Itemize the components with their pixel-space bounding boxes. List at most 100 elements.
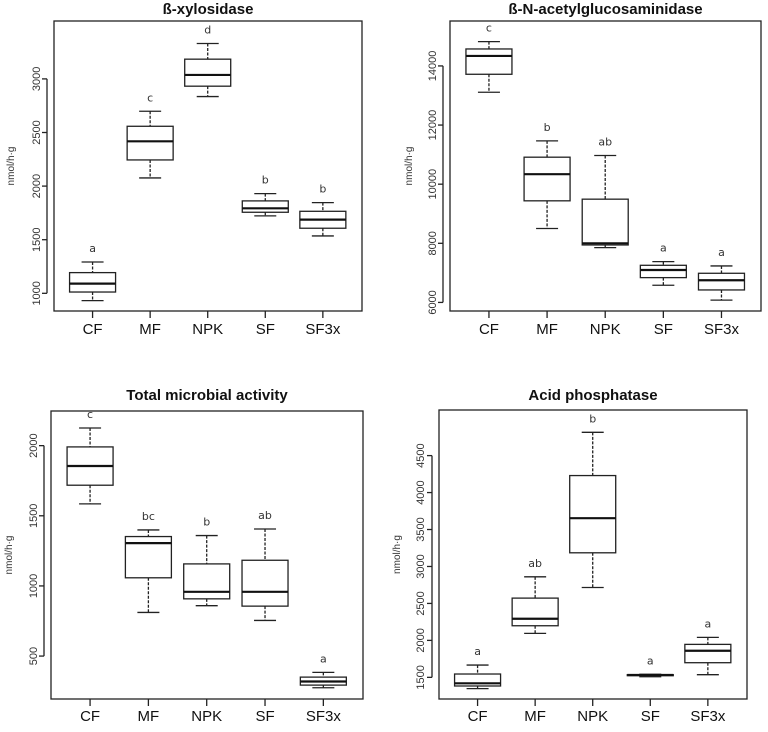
y-tick-label: 2000 [31, 174, 43, 198]
y-tick-label: 10000 [427, 169, 439, 200]
y-tick-label: 500 [28, 647, 40, 665]
iqr-box [241, 200, 289, 213]
box-SF3x: a [299, 652, 347, 689]
y-tick-label: 2000 [415, 628, 427, 652]
y-tick-label: 4000 [415, 480, 427, 504]
y-tick-label: 2500 [415, 591, 427, 615]
iqr-box [697, 272, 746, 291]
box-MF: bc [124, 510, 173, 614]
x-tick-label: CF [479, 321, 499, 338]
panel-title: ß-N-acetylglucosaminidase [508, 1, 702, 18]
iqr-box [184, 58, 232, 87]
panel-2: ß-N-acetylglucosaminidase 6000 8000 10000 12… [404, 1, 762, 338]
iqr-box [569, 474, 617, 554]
panel-title: ß-xylosidase [163, 1, 254, 18]
box-SF: a [639, 242, 687, 286]
y-tick-label: 3500 [415, 517, 427, 541]
box-CF: a [68, 242, 117, 302]
panel-3: Total microbial activity 500 1000 1500 2000 n… [4, 387, 364, 725]
box-SF3x: b [299, 183, 347, 237]
y-tick-label: 8000 [427, 231, 439, 255]
significance-letter: ab [258, 509, 272, 522]
y-tick-label: 1500 [28, 504, 40, 528]
x-tick-label: CF [80, 708, 100, 725]
significance-letter: a [718, 246, 725, 259]
iqr-box [241, 559, 289, 607]
y-axis-label: nmol/h·g [6, 147, 17, 186]
significance-letter: b [544, 121, 551, 134]
y-tick-label: 1000 [28, 574, 40, 598]
box-SF: ab [241, 509, 289, 622]
significance-letter: c [486, 22, 492, 35]
iqr-box [453, 673, 502, 687]
panel-title: Total microbial activity [126, 387, 288, 404]
x-tick-label: MF [139, 321, 161, 338]
box-NPK: b [569, 412, 617, 589]
x-tick-label: NPK [590, 321, 621, 338]
iqr-box [183, 563, 231, 600]
box-NPK: d [184, 24, 232, 98]
y-tick-label: 4500 [415, 443, 427, 467]
x-tick-label: SF3x [306, 708, 342, 725]
significance-letter: b [203, 516, 210, 529]
x-tick-label: NPK [192, 321, 223, 338]
y-tick-label: 1500 [415, 665, 427, 689]
iqr-box [465, 48, 513, 75]
y-tick-label: 1000 [31, 281, 43, 305]
iqr-box [511, 597, 559, 627]
x-tick-label: SF3x [305, 321, 341, 338]
box-SF3x: a [684, 617, 732, 676]
significance-letter: ab [528, 557, 542, 570]
panel-1: ß-xylosidase 1000 1500 2000 2500 3000 nmol/h·g… [6, 1, 363, 338]
x-tick-label: MF [138, 708, 160, 725]
significance-letter: a [89, 242, 96, 255]
y-tick-label: 3000 [31, 67, 43, 91]
significance-letter: b [262, 174, 269, 187]
x-tick-label: SF [641, 708, 660, 725]
box-CF: a [453, 645, 502, 690]
panel-title: Acid phosphatase [528, 387, 657, 404]
box-MF: b [523, 121, 571, 230]
box-SF: b [241, 174, 289, 217]
x-tick-label: SF3x [704, 321, 740, 338]
x-tick-label: SF3x [690, 708, 726, 725]
y-tick-label: 12000 [427, 110, 439, 141]
y-axis-label: nmol/h·g [4, 536, 15, 575]
x-tick-label: NPK [577, 708, 608, 725]
significance-letter: a [320, 652, 327, 665]
significance-letter: c [87, 408, 93, 421]
panel-4: Acid phosphatase 1500 2000 2500 3000 3500 4000… [392, 387, 748, 725]
y-tick-label: 14000 [427, 51, 439, 82]
iqr-box [126, 125, 174, 161]
box-NPK: ab [581, 136, 629, 249]
box-NPK: b [183, 516, 231, 607]
iqr-box [523, 156, 571, 202]
box-CF: c [66, 408, 114, 505]
x-tick-label: SF [654, 321, 673, 338]
significance-letter: ab [598, 136, 612, 149]
y-tick-label: 2500 [31, 120, 43, 144]
box-SF3x: a [697, 246, 746, 301]
box-MF: c [126, 91, 174, 179]
y-tick-label: 3000 [415, 554, 427, 578]
y-tick-label: 1500 [31, 227, 43, 251]
iqr-box [684, 643, 732, 664]
significance-letter: b [589, 412, 596, 425]
significance-letter: c [147, 91, 153, 104]
y-tick-label: 2000 [28, 433, 40, 457]
box-MF: ab [511, 557, 559, 635]
iqr-box [581, 198, 629, 246]
x-tick-label: CF [468, 708, 488, 725]
x-tick-label: NPK [191, 708, 222, 725]
y-tick-label: 6000 [427, 290, 439, 314]
x-tick-label: MF [536, 321, 558, 338]
significance-letter: d [204, 24, 211, 37]
y-axis-label: nmol/h·g [404, 147, 415, 186]
significance-letter: a [647, 654, 654, 667]
x-tick-label: SF [256, 321, 275, 338]
significance-letter: bc [142, 510, 155, 523]
iqr-box [639, 264, 687, 279]
box-CF: c [465, 22, 513, 93]
x-tick-label: MF [524, 708, 546, 725]
